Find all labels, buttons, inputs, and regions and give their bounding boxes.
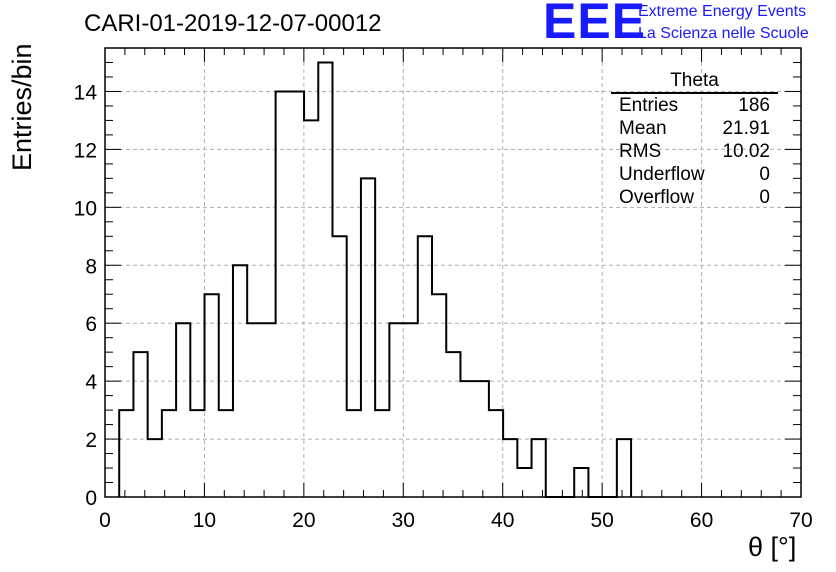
y-tick-label: 8 [85, 255, 97, 278]
chart-title: CARI-01-2019-12-07-00012 [84, 10, 382, 37]
x-tick-label: 10 [193, 509, 216, 532]
stat-value: 0 [759, 164, 770, 185]
y-tick-label: 2 [85, 429, 97, 452]
stats-title: Theta [611, 70, 778, 94]
y-tick-label: 14 [74, 81, 98, 104]
histogram-bin [517, 468, 531, 497]
histogram-bin [347, 410, 361, 497]
histogram-bin [276, 91, 290, 497]
x-tick-label: 40 [491, 509, 514, 532]
histogram-bin [133, 352, 147, 497]
x-axis-label: θ [°] [748, 532, 797, 562]
stat-label: RMS [619, 141, 662, 162]
y-tick-label: 0 [85, 487, 97, 510]
histogram-bin [503, 439, 517, 497]
stat-value: 0 [759, 187, 770, 208]
histogram-bin [290, 91, 304, 497]
plot-frame [104, 47, 802, 498]
y-tick-label: 10 [74, 197, 97, 220]
stat-row-rms: RMS 10.02 [611, 140, 778, 163]
statistics-box: Theta Entries 186 Mean 21.91 RMS 10.02 U… [611, 70, 778, 209]
logo-subtitle-line2: La Scienza nelle Scuole [638, 25, 809, 42]
stat-row-mean: Mean 21.91 [611, 117, 778, 140]
histogram-bin [432, 294, 446, 497]
stat-label: Entries [619, 95, 679, 116]
stat-label: Underflow [619, 164, 705, 185]
x-tick-label: 70 [789, 509, 812, 532]
stat-value: 21.91 [722, 118, 770, 139]
eee-logo: EEE [543, 0, 647, 49]
histogram-bin [617, 439, 631, 497]
x-tick-label: 50 [590, 509, 613, 532]
y-tick-label: 12 [74, 139, 97, 162]
y-tick-label: 4 [85, 371, 97, 394]
histogram-bin [418, 236, 432, 497]
histogram-outline [118, 61, 633, 498]
y-tick-label: 6 [85, 313, 97, 336]
histogram-bin [446, 352, 460, 497]
stat-row-underflow: Underflow 0 [611, 163, 778, 186]
histogram-bin [532, 439, 546, 497]
stat-value: 10.02 [722, 141, 770, 162]
histogram-bin [375, 410, 389, 497]
histogram-bin [190, 410, 204, 497]
logo-subtitle-line1: Extreme Energy Events [638, 3, 807, 20]
histogram-bin [205, 294, 219, 497]
stat-row-entries: Entries 186 [611, 94, 778, 117]
x-tick-label: 60 [690, 509, 713, 532]
histogram-bin [148, 439, 162, 497]
histogram-bin [389, 323, 403, 497]
histogram-bin [574, 468, 588, 497]
stat-label: Mean [619, 118, 667, 139]
y-axis-label: Entries/bin [7, 43, 37, 171]
stat-value: 186 [738, 95, 770, 116]
histogram-bin [304, 120, 318, 497]
histogram-bin [119, 410, 133, 497]
histogram-bin [261, 323, 275, 497]
histogram-bin [162, 410, 176, 497]
stat-label: Overflow [619, 187, 694, 208]
stat-row-overflow: Overflow 0 [611, 186, 778, 209]
histogram-bin [404, 323, 418, 497]
histogram-bin [318, 62, 332, 497]
histogram-bin [332, 236, 346, 497]
histogram-bin [219, 410, 233, 497]
histogram-bin [176, 323, 190, 497]
x-tick-label: 20 [292, 509, 315, 532]
x-tick-label: 0 [99, 509, 111, 532]
x-tick-label: 30 [392, 509, 415, 532]
histogram-bin [247, 323, 261, 497]
histogram-bin [361, 178, 375, 497]
histogram-bin [489, 410, 503, 497]
